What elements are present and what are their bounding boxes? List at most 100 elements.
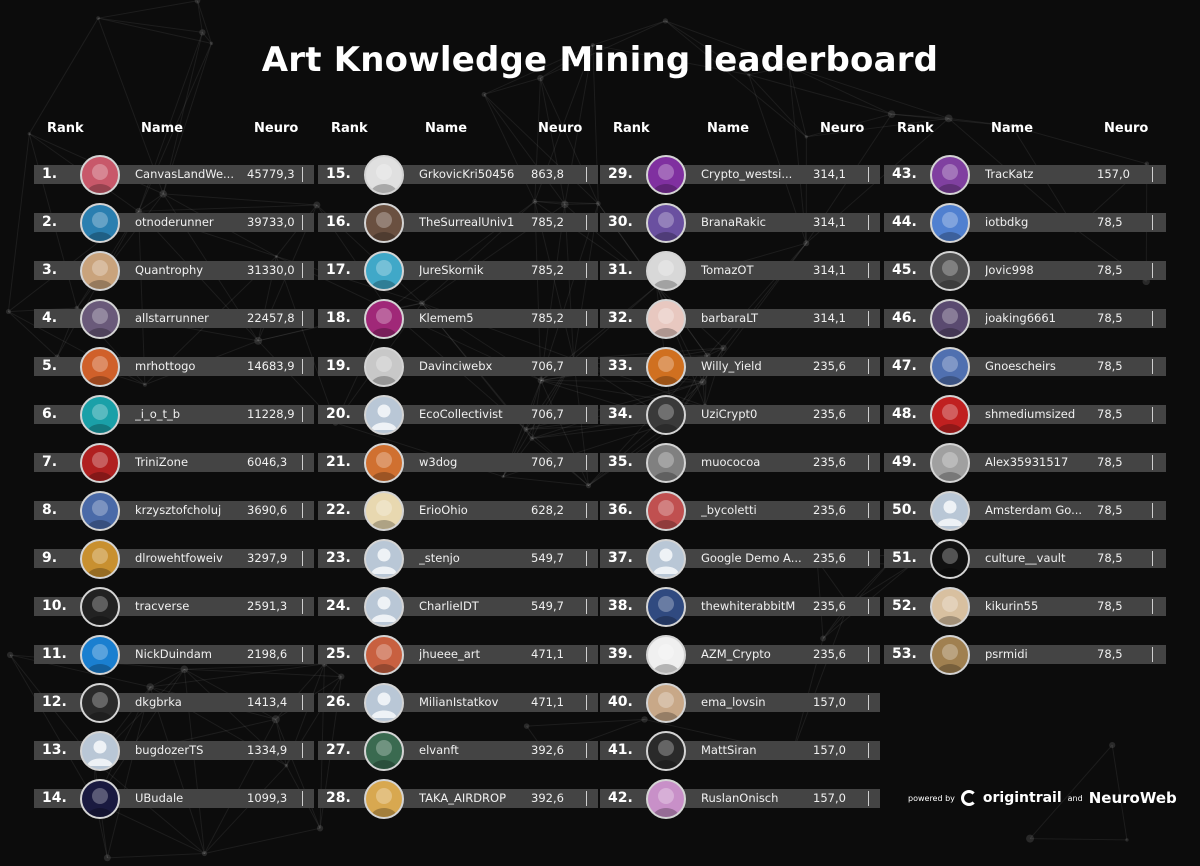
- origintrail-brand: origintrail: [982, 790, 1062, 806]
- column-divider: [586, 215, 587, 230]
- bw-face-icon: [652, 452, 680, 481]
- leaderboard-row: 28. TAKA_AIRDROP 392,6: [318, 779, 598, 819]
- neuro-score: 78,5: [1097, 599, 1123, 613]
- avatar: [80, 779, 120, 819]
- rank-label: 7.: [42, 454, 58, 470]
- pastel-art-icon: [652, 788, 680, 817]
- pink-room-icon: [652, 308, 680, 337]
- neuro-score: 235,6: [813, 455, 846, 469]
- avatar: [930, 251, 970, 291]
- header-name: Name: [707, 121, 750, 136]
- neuro-score: 235,6: [813, 503, 846, 517]
- user-name: elvanft: [419, 743, 459, 757]
- avatar: [364, 731, 404, 771]
- building-icon: [370, 500, 398, 529]
- column-divider: [302, 263, 303, 278]
- neuro-score: 3690,6: [247, 503, 288, 517]
- user-name: culture__vault: [985, 551, 1066, 565]
- user-name: Willy_Yield: [701, 359, 762, 373]
- rank-label: 22.: [326, 502, 351, 518]
- neuro-score: 3297,9: [247, 551, 288, 565]
- rank-label: 34.: [608, 406, 633, 422]
- user-name: TAKA_AIRDROP: [419, 791, 507, 805]
- column-divider: [302, 215, 303, 230]
- leaderboard-row: 3. Quantrophy 31330,0: [34, 251, 314, 291]
- default-user-icon: [87, 740, 113, 766]
- leaderboard-row: 27. elvanft 392,6: [318, 731, 598, 771]
- avatar: [364, 491, 404, 531]
- user-name: krzysztofcholuj: [135, 503, 222, 517]
- rank-label: 4.: [42, 310, 58, 326]
- header-neuro: Neuro: [1104, 121, 1149, 136]
- neuro-score: 78,5: [1097, 503, 1123, 517]
- leaderboard-row: 36. _bycoletti 235,6: [600, 491, 880, 531]
- user-name: JureSkornik: [419, 263, 484, 277]
- column-divider: [1152, 455, 1153, 470]
- rank-label: 41.: [608, 742, 633, 758]
- user-name: mrhottogo: [135, 359, 196, 373]
- dog-icon: [370, 452, 398, 481]
- leaderboard-row: 2. otnoderunner 39733,0: [34, 203, 314, 243]
- leaderboard-row: 26. MilianIstatkov 471,1: [318, 683, 598, 723]
- header-name: Name: [141, 121, 184, 136]
- rank-label: 15.: [326, 166, 351, 182]
- column-divider: [1152, 551, 1153, 566]
- avatar: [80, 635, 120, 675]
- rank-label: 12.: [42, 694, 67, 710]
- neuro-score: 314,1: [813, 311, 846, 325]
- user-name: EcoCollectivist: [419, 407, 503, 421]
- column-divider: [868, 503, 869, 518]
- rank-label: 9.: [42, 550, 58, 566]
- leaderboard-row: 44. iotbdkg 78,5: [884, 203, 1166, 243]
- rank-label: 3.: [42, 262, 58, 278]
- column-divider: [586, 599, 587, 614]
- user-name: thewhiterabbitM: [701, 599, 796, 613]
- neuro-score: 1334,9: [247, 743, 288, 757]
- avatar: [80, 731, 120, 771]
- rank-label: 45.: [892, 262, 917, 278]
- leaderboard-row: 5. mrhottogo 14683,9: [34, 347, 314, 387]
- user-name: jhueee_art: [419, 647, 481, 661]
- neuro-score: 157,0: [813, 695, 846, 709]
- column-divider: [868, 743, 869, 758]
- default-user-icon: [937, 500, 963, 526]
- column-divider: [586, 743, 587, 758]
- rank-label: 35.: [608, 454, 633, 470]
- rank-label: 36.: [608, 502, 633, 518]
- user-name: _i_o_t_b: [135, 407, 181, 421]
- leaderboard-row: 10. tracverse 2591,3: [34, 587, 314, 627]
- user-name: ema_lovsin: [701, 695, 766, 709]
- avatar: [80, 443, 120, 483]
- rank-label: 52.: [892, 598, 917, 614]
- avatar: [930, 203, 970, 243]
- rank-label: 39.: [608, 646, 633, 662]
- column-divider: [302, 455, 303, 470]
- leaderboard-row: 35. muococoa 235,6: [600, 443, 880, 483]
- default-user-icon: [371, 548, 397, 574]
- avatar: [80, 251, 120, 291]
- leaderboard-row: 16. TheSurrealUniv1 785,2: [318, 203, 598, 243]
- column-divider: [586, 791, 587, 806]
- leaderboard-row: 41. MattSiran 157,0: [600, 731, 880, 771]
- neuro-score: 314,1: [813, 167, 846, 181]
- neuro-score: 314,1: [813, 215, 846, 229]
- colorful-mask-icon: [370, 308, 398, 337]
- rank-label: 33.: [608, 358, 633, 374]
- leaderboard-row: 11. NickDuindam 2198,6: [34, 635, 314, 675]
- neuro-score: 235,6: [813, 551, 846, 565]
- header-rank: Rank: [47, 121, 84, 136]
- user-name: CharlieIDT: [419, 599, 479, 613]
- rank-label: 1.: [42, 166, 58, 182]
- rank-label: 27.: [326, 742, 351, 758]
- column-divider: [586, 455, 587, 470]
- rank-label: 37.: [608, 550, 633, 566]
- leaderboard-row: 38. thewhiterabbitM 235,6: [600, 587, 880, 627]
- leaderboard-row: 32. barbaraLT 314,1: [600, 299, 880, 339]
- leaderboard-row: 22. ErioOhio 628,2: [318, 491, 598, 531]
- leaderboard-row: 19. Davinciwebx 706,7: [318, 347, 598, 387]
- avatar: [80, 347, 120, 387]
- leaderboard-row: 49. Alex35931517 78,5: [884, 443, 1166, 483]
- column-divider: [302, 551, 303, 566]
- neuro-score: 31330,0: [247, 263, 295, 277]
- blue-figure-icon: [652, 596, 680, 625]
